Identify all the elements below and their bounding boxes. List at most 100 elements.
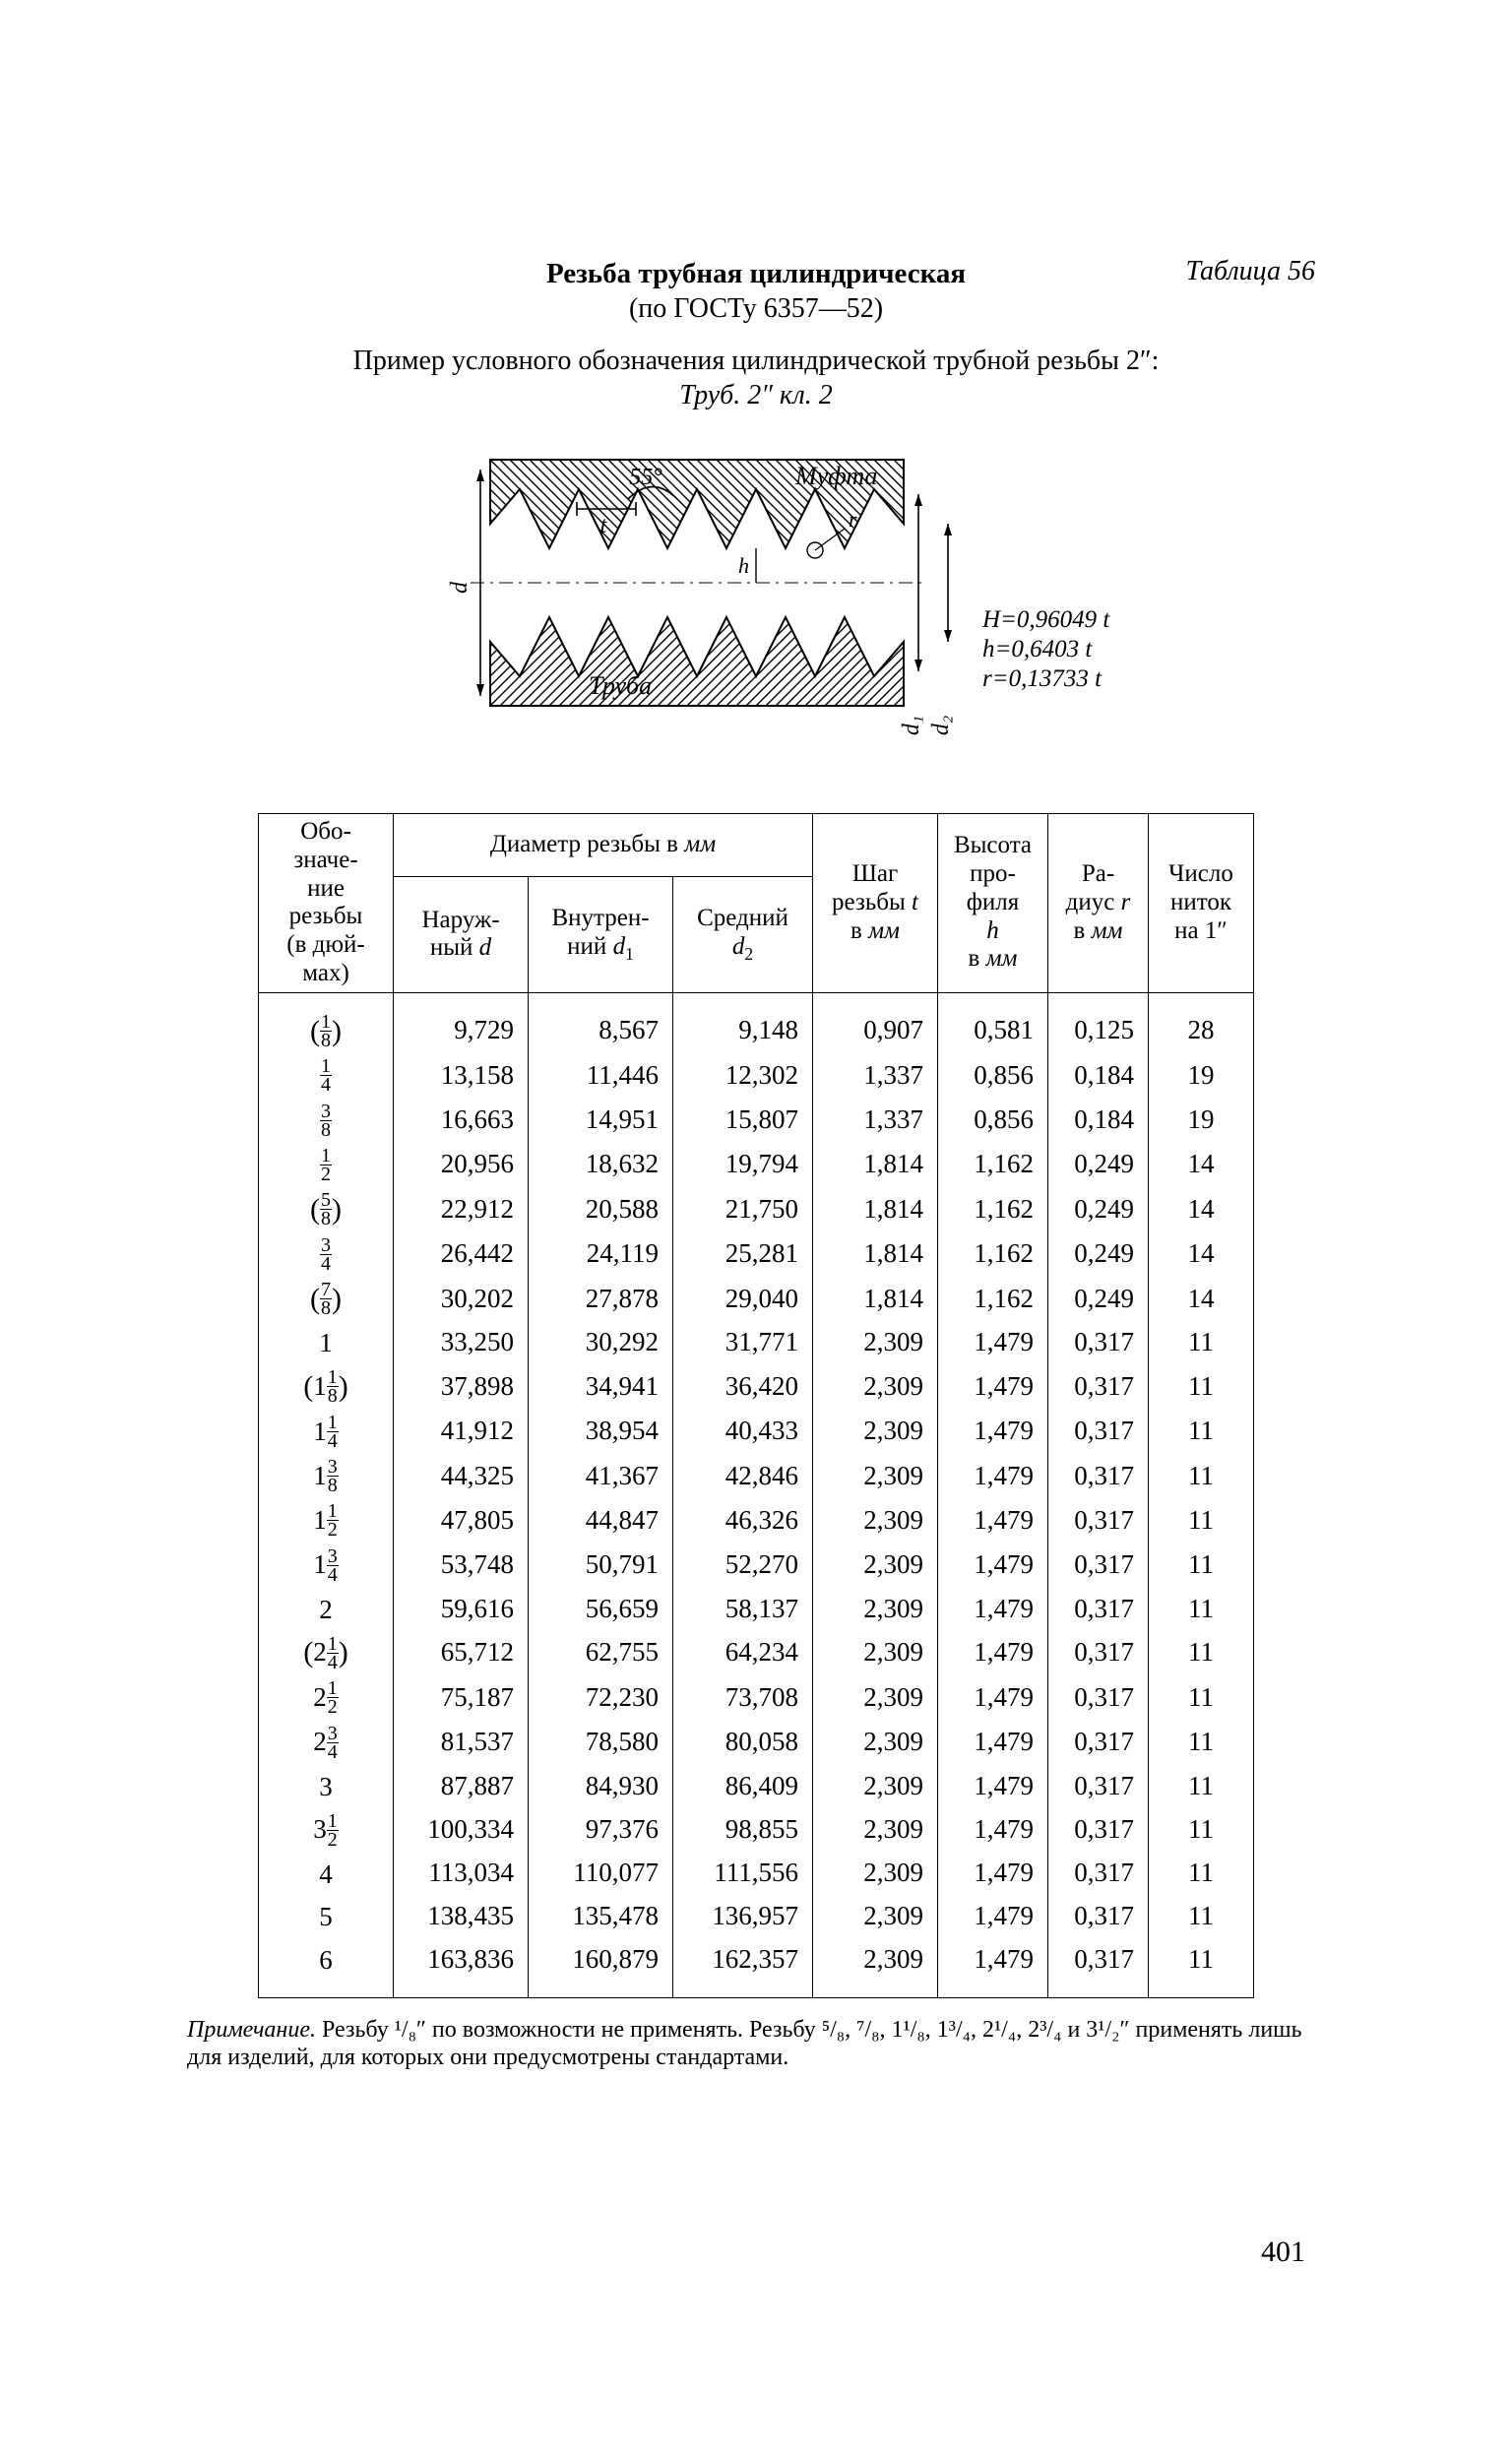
cell-d: 113,034 bbox=[394, 1853, 529, 1896]
truba-label: Труба bbox=[589, 671, 652, 700]
cell-d: 9,729 bbox=[394, 992, 529, 1053]
cell-d1: 41,367 bbox=[529, 1454, 673, 1498]
cell-h: 1,162 bbox=[938, 1277, 1048, 1322]
table-row: 1413,15811,44612,3021,3370,8560,18419 bbox=[259, 1053, 1254, 1098]
cell-d: 33,250 bbox=[394, 1321, 529, 1364]
cell-t: 2,309 bbox=[813, 1675, 938, 1720]
cell-d1: 44,847 bbox=[529, 1498, 673, 1543]
cell-d: 26,442 bbox=[394, 1231, 529, 1276]
cell-d2: 25,281 bbox=[673, 1231, 813, 1276]
cell-d2: 15,807 bbox=[673, 1098, 813, 1142]
table-row: 21275,18772,23073,7082,3091,4790,31711 bbox=[259, 1675, 1254, 1720]
cell-d: 20,956 bbox=[394, 1143, 529, 1187]
cell-d2: 12,302 bbox=[673, 1053, 813, 1098]
cell-d2: 46,326 bbox=[673, 1498, 813, 1543]
footnote: Примечание. Резьбу ¹/₈″ по возможности н… bbox=[187, 2016, 1325, 2073]
cell-r: 0,317 bbox=[1048, 1498, 1149, 1543]
cell-r: 0,317 bbox=[1048, 1454, 1149, 1498]
cell-d: 13,158 bbox=[394, 1053, 529, 1098]
table-row: 11441,91238,95440,4332,3091,4790,31711 bbox=[259, 1410, 1254, 1454]
cell-d: 59,616 bbox=[394, 1588, 529, 1631]
cell-h: 1,479 bbox=[938, 1588, 1048, 1631]
cell-r: 0,317 bbox=[1048, 1675, 1149, 1720]
cell-size: 12 bbox=[259, 1143, 394, 1187]
cell-r: 0,249 bbox=[1048, 1231, 1149, 1276]
page-number: 401 bbox=[1261, 2234, 1305, 2271]
cell-d: 75,187 bbox=[394, 1675, 529, 1720]
cell-n: 11 bbox=[1149, 1938, 1254, 1997]
cell-size: 212 bbox=[259, 1675, 394, 1720]
cell-t: 2,309 bbox=[813, 1765, 938, 1808]
cell-size: 5 bbox=[259, 1895, 394, 1938]
r-label: r bbox=[849, 507, 857, 532]
cell-h: 1,479 bbox=[938, 1938, 1048, 1997]
cell-r: 0,317 bbox=[1048, 1895, 1149, 1938]
cell-size: (18) bbox=[259, 992, 394, 1053]
cell-r: 0,184 bbox=[1048, 1098, 1149, 1142]
cell-d2: 52,270 bbox=[673, 1543, 813, 1587]
title-main: Резьба трубная цилиндрическая bbox=[546, 258, 966, 289]
cell-h: 1,479 bbox=[938, 1543, 1048, 1587]
cell-r: 0,317 bbox=[1048, 1588, 1149, 1631]
table-row: 11247,80544,84746,3262,3091,4790,31711 bbox=[259, 1498, 1254, 1543]
cell-d2: 29,040 bbox=[673, 1277, 813, 1322]
cell-d2: 21,750 bbox=[673, 1187, 813, 1232]
table-row: (78)30,20227,87829,0401,8141,1620,24914 bbox=[259, 1277, 1254, 1322]
cell-d2: 136,957 bbox=[673, 1895, 813, 1938]
cell-d1: 56,659 bbox=[529, 1588, 673, 1631]
cell-r: 0,317 bbox=[1048, 1321, 1149, 1364]
cell-r: 0,317 bbox=[1048, 1853, 1149, 1896]
cell-n: 11 bbox=[1149, 1630, 1254, 1675]
cell-n: 14 bbox=[1149, 1231, 1254, 1276]
cell-size: 134 bbox=[259, 1543, 394, 1587]
th-threads: Числонитокна 1″ bbox=[1149, 814, 1254, 993]
cell-t: 2,309 bbox=[813, 1895, 938, 1938]
cell-d: 87,887 bbox=[394, 1765, 529, 1808]
cell-n: 11 bbox=[1149, 1895, 1254, 1938]
cell-h: 0,856 bbox=[938, 1053, 1048, 1098]
table-row: (18)9,7298,5679,1480,9070,5810,12528 bbox=[259, 992, 1254, 1053]
table-row: 133,25030,29231,7712,3091,4790,31711 bbox=[259, 1321, 1254, 1364]
th-d: Наруж-ный d bbox=[394, 877, 529, 992]
th-d1: Внутрен-ний d1 bbox=[529, 877, 673, 992]
cell-n: 11 bbox=[1149, 1853, 1254, 1896]
cell-d: 65,712 bbox=[394, 1630, 529, 1675]
cell-size: 234 bbox=[259, 1720, 394, 1764]
cell-d2: 36,420 bbox=[673, 1364, 813, 1410]
cell-size: 34 bbox=[259, 1231, 394, 1276]
cell-n: 28 bbox=[1149, 992, 1254, 1053]
cell-t: 1,814 bbox=[813, 1231, 938, 1276]
cell-r: 0,317 bbox=[1048, 1630, 1149, 1675]
th-radius: Ра-диус rв мм bbox=[1048, 814, 1149, 993]
table-row: 3816,66314,95115,8071,3370,8560,18419 bbox=[259, 1098, 1254, 1142]
table-number: Таблица 56 bbox=[1186, 254, 1316, 288]
cell-d2: 58,137 bbox=[673, 1588, 813, 1631]
th-size: Обо-значе-ниерезьбы(в дюй-мах) bbox=[259, 814, 394, 993]
cell-n: 11 bbox=[1149, 1364, 1254, 1410]
cell-d: 53,748 bbox=[394, 1543, 529, 1587]
cell-r: 0,249 bbox=[1048, 1187, 1149, 1232]
cell-n: 14 bbox=[1149, 1143, 1254, 1187]
cell-n: 11 bbox=[1149, 1765, 1254, 1808]
cell-size: 1 bbox=[259, 1321, 394, 1364]
cell-size: 4 bbox=[259, 1853, 394, 1896]
cell-h: 1,479 bbox=[938, 1675, 1048, 1720]
cell-size: 38 bbox=[259, 1098, 394, 1142]
example-line: Пример условного обозначения цилиндричес… bbox=[187, 344, 1325, 378]
cell-t: 2,309 bbox=[813, 1543, 938, 1587]
cell-n: 11 bbox=[1149, 1410, 1254, 1454]
cell-d2: 31,771 bbox=[673, 1321, 813, 1364]
cell-r: 0,317 bbox=[1048, 1410, 1149, 1454]
table-row: 259,61656,65958,1372,3091,4790,31711 bbox=[259, 1588, 1254, 1631]
cell-d1: 62,755 bbox=[529, 1630, 673, 1675]
cell-n: 11 bbox=[1149, 1807, 1254, 1852]
cell-d: 81,537 bbox=[394, 1720, 529, 1764]
cell-d2: 98,855 bbox=[673, 1807, 813, 1852]
table-row: 6163,836160,879162,3572,3091,4790,31711 bbox=[259, 1938, 1254, 1997]
cell-d2: 19,794 bbox=[673, 1143, 813, 1187]
cell-r: 0,317 bbox=[1048, 1807, 1149, 1852]
cell-d1: 18,632 bbox=[529, 1143, 673, 1187]
cell-d: 41,912 bbox=[394, 1410, 529, 1454]
cell-d1: 38,954 bbox=[529, 1410, 673, 1454]
cell-h: 0,856 bbox=[938, 1098, 1048, 1142]
